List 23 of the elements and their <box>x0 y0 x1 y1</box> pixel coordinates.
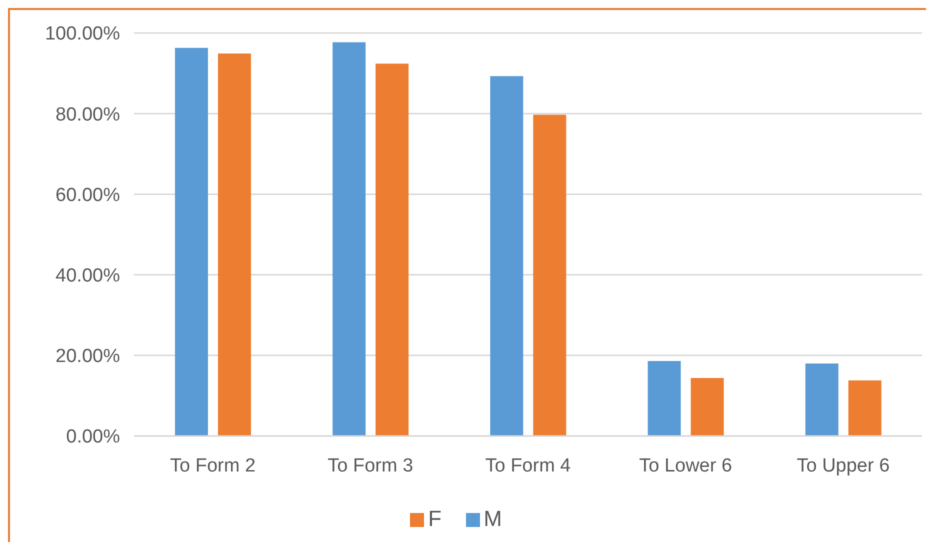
bar <box>690 378 724 436</box>
bar <box>648 361 681 436</box>
y-tick-label: 60.00% <box>56 184 120 206</box>
x-tick-label: To Upper 6 <box>796 455 890 476</box>
legend-label: M <box>484 506 502 531</box>
x-tick-label: To Form 3 <box>328 455 414 476</box>
bar <box>533 114 566 436</box>
bar <box>218 54 251 436</box>
x-tick-label: To Form 2 <box>170 455 256 476</box>
bar <box>174 48 208 436</box>
y-tick-label: 0.00% <box>66 426 120 448</box>
bar <box>848 380 882 436</box>
bar <box>805 363 838 436</box>
x-tick-label: To Lower 6 <box>639 455 732 476</box>
y-tick-label: 80.00% <box>56 104 120 126</box>
legend-label: F <box>428 506 442 531</box>
bar <box>376 64 409 436</box>
bar <box>490 76 524 436</box>
y-tick-label: 100.00% <box>44 24 120 45</box>
y-tick-label: 20.00% <box>56 346 120 368</box>
y-tick-label: 40.00% <box>56 266 120 287</box>
bar <box>332 42 366 436</box>
x-tick-label: To Form 4 <box>485 455 572 476</box>
